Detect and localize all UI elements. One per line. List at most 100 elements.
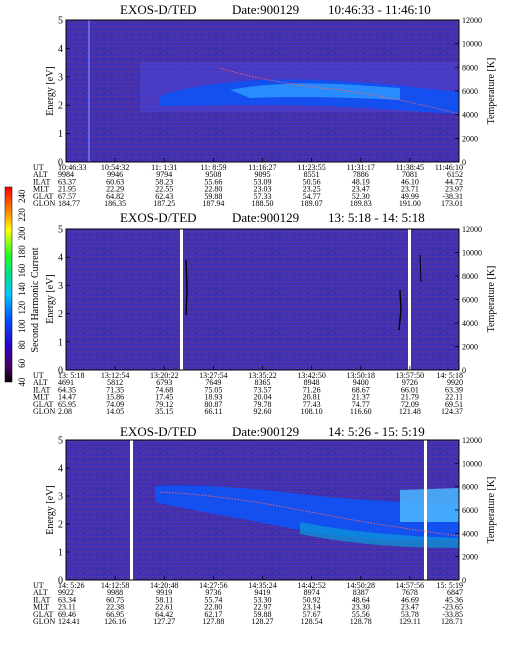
panel-3-table-cell: 126.16	[104, 617, 126, 626]
panel-1-table-cell: 9794	[156, 170, 172, 179]
panel-1-row-label: GLAT	[33, 192, 54, 201]
panel-1-table-cell: 187.25	[153, 199, 175, 208]
panel-2-table-cell: 22.11	[445, 393, 463, 402]
panel-1-y2label: Temperature [K]	[486, 58, 497, 125]
panel-1-table-cell: 9984	[58, 170, 74, 179]
panel-1-table-cell: 186.35	[104, 199, 126, 208]
panel-2-table-cell: 13:57:50	[396, 371, 424, 380]
panel-1-table-cell: 48.19	[352, 177, 370, 186]
panel-2-plot-area	[66, 229, 459, 370]
panel-3-y2tick-label: 2000	[462, 553, 478, 562]
panel-1-data-gap	[88, 20, 90, 162]
panel-2-table-cell: 5812	[107, 378, 123, 387]
panel-3-table-cell: 58.11	[155, 595, 173, 604]
panel-1-table-cell: 7886	[353, 170, 369, 179]
panel-3-table-cell: 129.11	[399, 617, 421, 626]
panel-3-energy-band	[155, 485, 459, 540]
panel-2-y2tick-label: 0	[462, 366, 466, 375]
panel-1-table-cell: 11: 1:31	[151, 163, 177, 172]
panel-2-data-gap-1	[180, 229, 183, 370]
panel-2-table-cell: 4691	[58, 378, 74, 387]
panel-2-y2tick-label: 6000	[462, 296, 478, 305]
panel-3-table-cell: 15: 5:19	[437, 581, 463, 590]
panel-3-y2tick-label: 4000	[462, 529, 478, 538]
panel-2-table-cell: 17.45	[155, 393, 173, 402]
panel-3-table-cell: 55.56	[352, 610, 370, 619]
panel-2-table-cell: 8365	[255, 378, 271, 387]
panel-1-table-cell: 46.10	[401, 177, 419, 186]
panel-3-table-cell: -33.85	[442, 610, 463, 619]
colorbar-tick-label: 220	[17, 208, 27, 222]
panel-2-table-cell: 63.39	[445, 385, 463, 394]
panel-2-spike-2	[398, 289, 402, 331]
panel-3-table-cell: 48.64	[352, 595, 370, 604]
colorbar-tick-label: 100	[17, 319, 27, 333]
panel-1-table-cell: 191.00	[399, 199, 421, 208]
panel-1-table-cell: 6152	[447, 170, 463, 179]
panel-1-row-label: UT	[33, 163, 44, 172]
panel-1-table-cell: 9946	[107, 170, 123, 179]
panel-1-table-cell: 7081	[402, 170, 418, 179]
panel-3-table-cell: 45.36	[445, 595, 463, 604]
panel-1-table-cell: 52.30	[352, 192, 370, 201]
panel-3-table-cell: 7678	[402, 588, 418, 597]
panel-3-y2tick-label: 8000	[462, 483, 478, 492]
panel-2-table-cell: 14.47	[58, 393, 76, 402]
panel-1-table-cell: 63.37	[58, 177, 76, 186]
panel-3-ytick-label: 5	[58, 436, 63, 447]
panel-3-table-cell: 63.34	[58, 595, 76, 604]
panel-1-y2tick-label: 6000	[462, 87, 478, 96]
panel-3-ytick-label: 0	[58, 576, 63, 587]
panel-3-energy-band-core	[400, 488, 459, 522]
panel-1-table-cell: 23.47	[352, 185, 370, 194]
panel-1-table-cell: 60.63	[106, 177, 124, 186]
panel-3-table-cell: 22.97	[254, 603, 272, 612]
panel-1-table-cell: 21.95	[58, 185, 76, 194]
panel-1-table-cell: 55.66	[204, 177, 222, 186]
panel-2-y2label: Temperature [K]	[486, 266, 497, 333]
panel-2-y2tick-label: 2000	[462, 343, 478, 352]
panel-1-table-cell: 53.09	[254, 177, 272, 186]
panel-1-y2tick-label: 4000	[462, 111, 478, 120]
panel-3-row-label: GLON	[33, 617, 55, 626]
panel-1-ylabel: Energy [eV]	[45, 66, 56, 116]
panel-2-table-cell: 21.79	[401, 393, 419, 402]
panel-1-table-cell: 8551	[304, 170, 320, 179]
panel-2-table-cell: 7649	[205, 378, 221, 387]
panel-2-table-cell: 13: 5:18	[58, 371, 84, 380]
panel-3: EXOS-D/TED Date:900129 14: 5:26 - 15: 5:…	[33, 424, 497, 626]
panel-1-ticks: 0 1 2 3 4 5 0 2000 4000 6000 8000 10000 12000	[58, 16, 482, 169]
panel-2-ticks: 0 1 2 3 4 5 0 2000 4000 6000 8000 10000 12000	[58, 225, 482, 377]
panel-3-table-cell: 128.54	[301, 617, 323, 626]
panel-2-data-gap-2	[408, 229, 411, 370]
panel-3-temperature-trace	[159, 491, 460, 537]
panel-1-table-cell: 62.43	[155, 192, 173, 201]
panel-2-table-cell: 73.57	[254, 385, 272, 394]
panel-3-table-cell: 127.27	[153, 617, 175, 626]
panel-3-row-label: GLAT	[33, 610, 54, 619]
panel-2-table-cell: 71.26	[303, 385, 321, 394]
panel-3-table-cell: 14:57:56	[396, 581, 424, 590]
panel-2-ytick-label: 0	[58, 366, 63, 377]
panel-3-table-cell: 62.17	[204, 610, 222, 619]
panel-3-table-cell: 128.71	[441, 617, 463, 626]
panel-2-table-cell: 35.15	[155, 407, 173, 416]
panel-3-table-cell: 9419	[255, 588, 271, 597]
panel-3-table-cell: 14:35:24	[248, 581, 276, 590]
panel-2-table-cell: 9400	[353, 378, 369, 387]
panel-3-y2tick-label: 10000	[462, 459, 482, 468]
panel-1-ytick-label: 4	[58, 44, 63, 55]
panel-2-table-cell: 2.08	[58, 407, 72, 416]
panel-2-table-cell: 9920	[447, 378, 463, 387]
panel-3-ytick-label: 3	[58, 492, 63, 503]
panel-2-date: Date:900129	[232, 210, 299, 225]
panel-1-table-cell: 9095	[255, 170, 271, 179]
panel-2-row-label: ALT	[33, 378, 48, 387]
panel-3-table-cell: 57.67	[303, 610, 321, 619]
panel-2-table-cell: 75.05	[204, 385, 222, 394]
panel-3-time-range: 14: 5:26 - 15: 5:19	[328, 424, 425, 439]
panel-3-table-cell: 22.38	[106, 603, 124, 612]
colorbar-tick-label: 40	[17, 377, 27, 387]
